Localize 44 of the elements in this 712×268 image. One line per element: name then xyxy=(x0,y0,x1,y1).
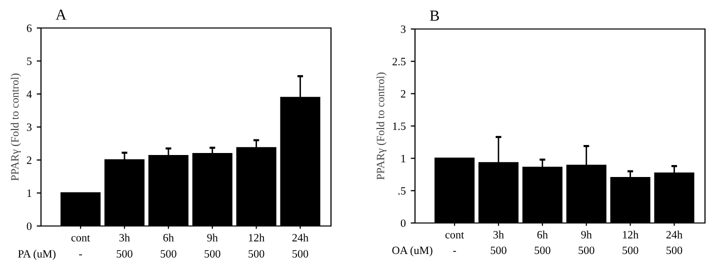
x-tick-label: 9h xyxy=(581,230,592,238)
y-tick-label: .5 xyxy=(398,187,406,195)
y-axis-title: PPARγ (Fold to control) xyxy=(376,72,387,180)
y-tick-label: 0 xyxy=(400,219,406,227)
text: PA (uM) xyxy=(18,250,56,260)
x-tick-label: 9h xyxy=(207,234,218,242)
chart-title: B xyxy=(430,10,439,21)
y-tick-label: 3 xyxy=(26,123,32,131)
y-tick-label: 6 xyxy=(26,24,32,32)
x-tick-label: 24h xyxy=(666,230,682,238)
y-tick-label: 2.5 xyxy=(392,58,406,66)
text: - xyxy=(453,250,456,252)
text: 500 xyxy=(578,246,594,254)
y-tick-label: 1 xyxy=(27,190,32,197)
y-tick-label: 3 xyxy=(400,25,406,33)
text: 500 xyxy=(160,250,176,258)
text: 500 xyxy=(116,250,132,258)
y-tick-label: 2 xyxy=(400,90,406,98)
text: 500 xyxy=(666,246,682,254)
x-tick-label: 3h xyxy=(119,234,130,242)
y-tick-label: 0 xyxy=(26,222,32,230)
chart-title: A xyxy=(56,10,66,20)
text: 500 xyxy=(490,246,506,254)
y-tick-label: 1 xyxy=(401,154,406,162)
y-tick-label: 1.5 xyxy=(393,122,406,130)
x-tick-label: 6h xyxy=(163,234,174,242)
y-tick-label: 2 xyxy=(26,156,32,164)
text: 500 xyxy=(248,250,264,258)
x-tick-label: 3h xyxy=(493,230,504,238)
x-tick-label: 6h xyxy=(537,230,548,238)
text: - xyxy=(79,254,82,256)
x-tick-label: cont xyxy=(445,232,464,238)
text: OA (uM) xyxy=(392,246,432,256)
text: 500 xyxy=(622,246,638,254)
y-axis-title: PPARγ (Fold to control) xyxy=(10,74,21,181)
text: 500 xyxy=(534,246,550,254)
y-tick-label: 4 xyxy=(26,90,32,98)
x-tick-label: 24h xyxy=(292,234,308,242)
x-tick-label: 12h xyxy=(248,234,264,242)
x-tick-label: 12h xyxy=(622,230,638,238)
text: 500 xyxy=(204,250,220,258)
y-tick-label: 5 xyxy=(27,58,32,65)
text: 500 xyxy=(292,250,308,258)
x-tick-label: cont xyxy=(71,235,90,242)
